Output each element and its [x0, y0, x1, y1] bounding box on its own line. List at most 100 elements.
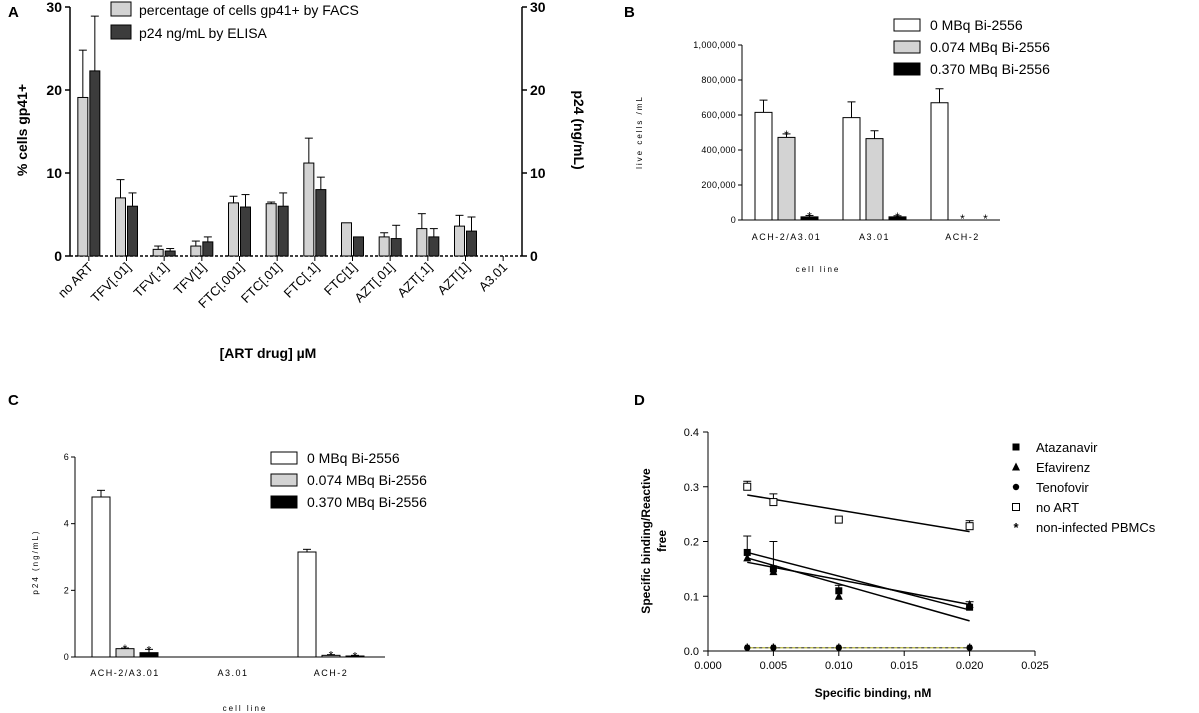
d-point-efavirenz [965, 599, 974, 608]
a-bar-tfv-1-gp41 [152, 248, 164, 257]
a-bar-ftc-01-gp41 [265, 203, 277, 257]
a-bar-ftc-1-gp41 [303, 162, 315, 257]
a-legend-swatch-1 [110, 24, 132, 40]
d-point-tenofovir [966, 644, 973, 651]
d-point-efavirenz [834, 591, 843, 600]
c-y-tick-label: 4 [64, 519, 69, 529]
a-x-tick-label: TFV[.01] [88, 260, 134, 306]
d-point-atazanavir [743, 548, 751, 556]
a-x-tick-label: A3.01 [476, 260, 511, 295]
b-y-tick-label: 600,000 [701, 110, 736, 120]
c-legend-swatch-0 [270, 451, 298, 465]
b-significance-asterisk: * [983, 212, 988, 226]
b-significance-asterisk: * [784, 128, 789, 142]
panel-a-ylabel-left: % cells gp41+ [14, 84, 30, 176]
d-legend-marker-4: * [1013, 520, 1019, 535]
a-bar-azt-1-gp41 [454, 225, 465, 257]
d-legend-marker-0 [1012, 443, 1020, 451]
panel-a-xlabel: [ART drug] µM [220, 345, 317, 361]
a-x-tick-label: TFV[.1] [131, 260, 172, 301]
panel-d-xlabel: Specific binding, nM [815, 686, 932, 700]
b-bar-a3-01-0-mbq-bi-2556 [842, 117, 861, 221]
d-point-non-infected-pbmcs: * [771, 641, 777, 656]
c-legend-label-2: 0.370 MBq Bi-2556 [307, 494, 427, 510]
a-right-tick-label: 30 [530, 0, 546, 15]
d-legend-label-2: Tenofovir [1036, 480, 1089, 495]
d-point-atazanavir [835, 587, 843, 595]
panel-letter-c: C [8, 392, 19, 409]
panel-a-ylabel-right: p24 (ng/mL) [571, 90, 587, 169]
panel-c-chart: 0 2 4 6 ACH-2/A3.01 A3.01 ACH-2 * * * * 0 MBq Bi-25… [31, 450, 427, 713]
d-point-non-infected-pbmcs: * [745, 641, 751, 656]
d-fit-line-efavirenz [747, 561, 970, 606]
d-fit-line-additional [747, 557, 970, 622]
b-significance-asterisk: * [895, 210, 900, 224]
b-bar-ach-2-a3-01-0-mbq-bi-2556 [754, 111, 773, 221]
c-y-tick-label: 2 [64, 585, 69, 595]
d-x-tick-label: 0.015 [890, 660, 918, 672]
d-legend-marker-3 [1012, 503, 1020, 511]
c-legend-swatch-2 [270, 495, 298, 509]
d-y-tick-label: 0.0 [684, 646, 699, 658]
c-x-tick-label: ACH-2 [314, 668, 349, 678]
a-bar-azt-1-gp41 [416, 228, 428, 257]
panel-b-xlabel: cell line [796, 265, 841, 274]
b-legend-swatch-0 [893, 18, 921, 32]
b-x-tick-label: ACH-2/A3.01 [752, 232, 822, 242]
d-legend-marker-2 [1012, 483, 1020, 491]
b-bar-ach-2-a3-01-0-074-mbq-bi-2556 [777, 136, 796, 221]
d-legend-label-1: Efavirenz [1036, 460, 1090, 475]
a-bar-tfv-01-p24 [127, 205, 138, 257]
a-bar-no-art-gp41 [77, 96, 89, 257]
b-legend-swatch-1 [893, 40, 921, 54]
b-significance-asterisk: * [960, 212, 965, 226]
panel-letter-a: A [8, 4, 19, 21]
b-legend-label-2: 0.370 MBq Bi-2556 [930, 61, 1050, 77]
d-legend-label-3: no ART [1036, 500, 1079, 515]
d-y-tick-label: 0.3 [684, 482, 699, 494]
panel-b-chart: 0 200,000 400,000 600,000 800,000 1,000,000 AC… [635, 17, 1050, 274]
a-bar-ftc-1-p24 [353, 236, 364, 257]
a-bar-ftc-01-p24 [277, 205, 289, 257]
b-y-tick-label: 200,000 [701, 180, 736, 190]
c-bar-ach-2-a3-01-0-mbq-bi-2556 [91, 496, 111, 658]
d-point-tenofovir [744, 644, 751, 651]
d-fit-line-no-art [747, 494, 970, 533]
d-x-tick-label: 0.025 [1021, 660, 1049, 672]
a-bar-no-art-p24 [89, 70, 101, 257]
a-x-tick-label: AZT[.01] [351, 260, 397, 306]
a-x-tick-label: AZT[1] [434, 260, 472, 298]
a-right-tick-label: 0 [530, 248, 538, 264]
c-y-tick-label: 6 [64, 452, 69, 462]
a-bar-azt-01-p24 [390, 238, 402, 257]
panel-letter-d: D [634, 392, 645, 409]
d-fit-line-atazanavir [747, 551, 970, 611]
a-bar-ftc-1-p24 [315, 189, 327, 257]
d-x-tick-label: 0.000 [694, 660, 722, 672]
a-bar-ftc-001-p24 [240, 206, 251, 257]
a-bar-tfv-1-gp41 [190, 245, 202, 257]
b-y-tick-label: 400,000 [701, 145, 736, 155]
c-y-tick-label: 0 [64, 652, 69, 662]
c-legend-label-0: 0 MBq Bi-2556 [307, 450, 400, 466]
b-bar-a3-01-0-074-mbq-bi-2556 [865, 138, 884, 221]
d-legend-label-0: Atazanavir [1036, 440, 1098, 455]
a-legend-swatch-0 [110, 1, 132, 17]
panel-d-ylabel-line1: Specific binding/Reactive [639, 468, 653, 614]
a-x-tick-label: AZT[.1] [394, 260, 435, 301]
a-x-tick-label: FTC[.01] [238, 260, 284, 306]
a-bar-ftc-1-gp41 [341, 222, 352, 257]
b-significance-asterisk: * [807, 209, 812, 223]
d-point-non-infected-pbmcs: * [967, 641, 973, 656]
panel-c-xlabel: cell line [223, 704, 268, 713]
d-point-tenofovir [835, 644, 842, 651]
a-legend-label-1: p24 ng/mL by ELISA [139, 25, 268, 41]
b-y-tick-label: 1,000,000 [693, 40, 736, 50]
d-point-efavirenz [769, 567, 778, 576]
d-x-tick-label: 0.020 [956, 660, 984, 672]
b-x-tick-label: A3.01 [859, 232, 890, 242]
d-point-non-infected-pbmcs: * [836, 641, 842, 656]
a-bar-azt-1-p24 [428, 236, 440, 257]
a-right-tick-label: 20 [530, 82, 546, 98]
